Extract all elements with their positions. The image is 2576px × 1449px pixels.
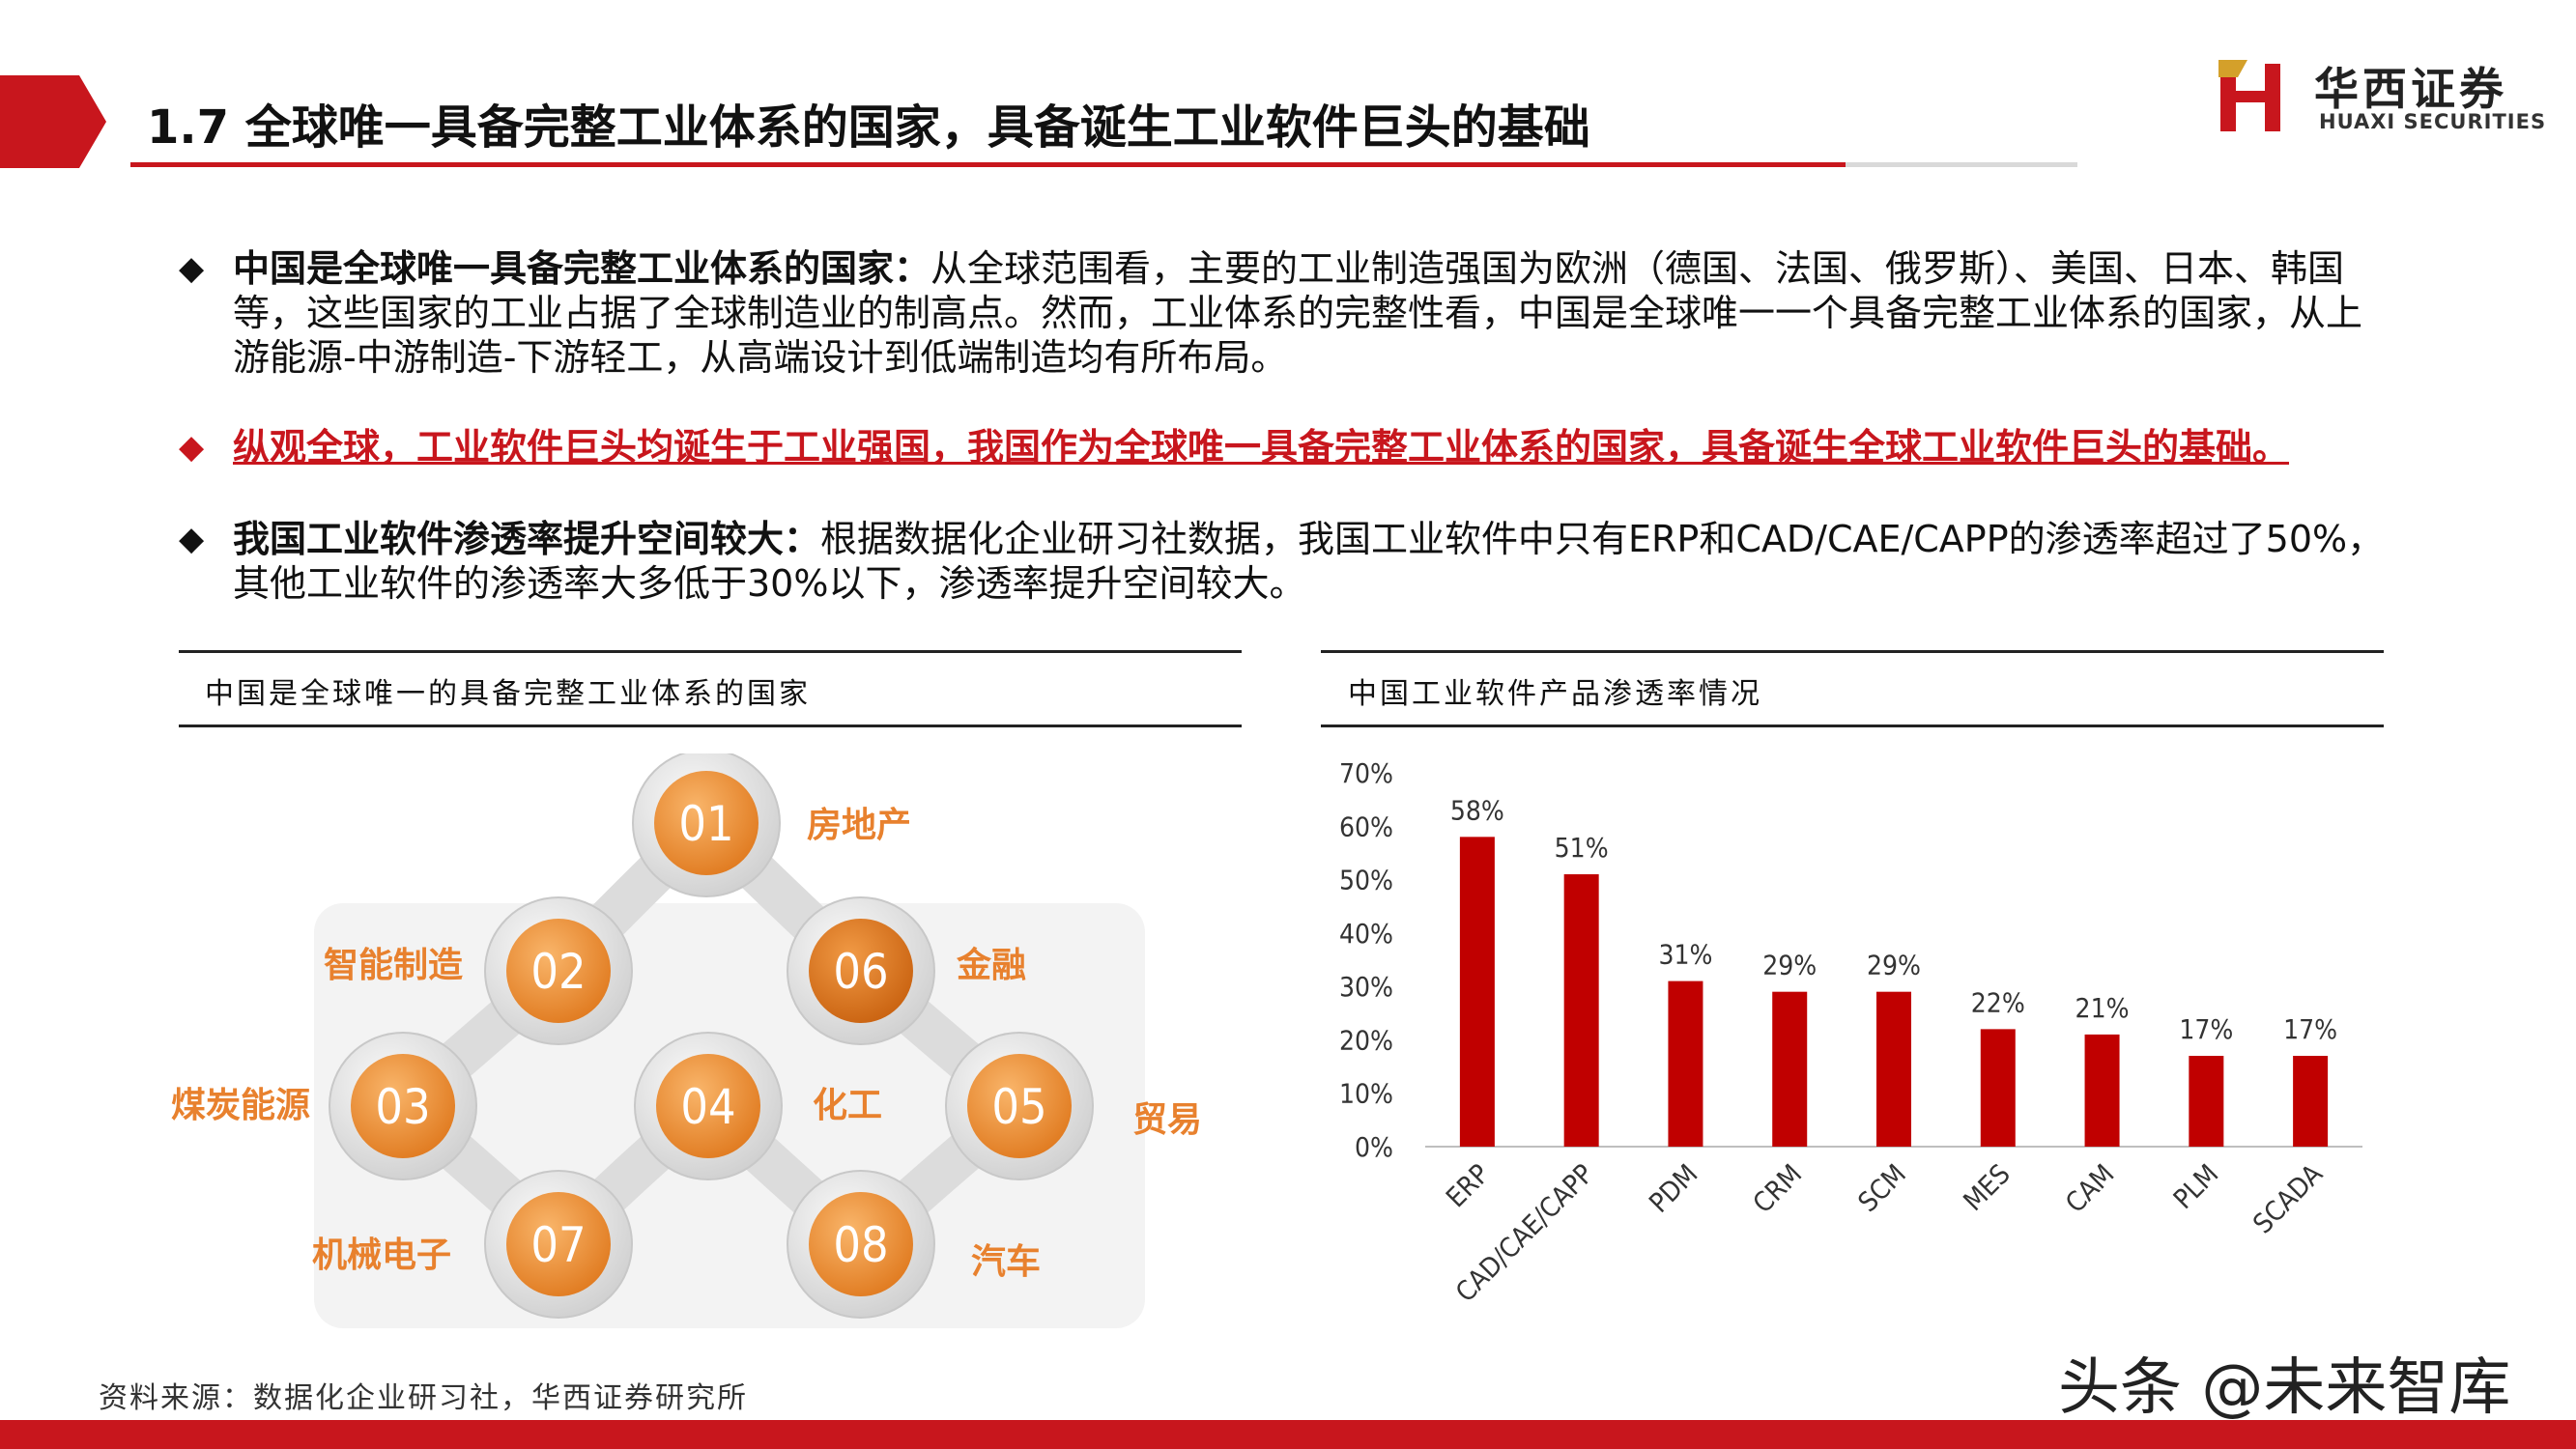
node-07: 07 [484, 1170, 633, 1319]
node-01: 01 [632, 749, 781, 897]
y-tick-label: 40% [1339, 918, 1393, 950]
data-label: 31% [1658, 939, 1712, 971]
node-label-06: 金融 [957, 946, 1027, 985]
y-tick-label: 50% [1339, 865, 1393, 896]
x-tick-label: SCADA [2247, 1157, 2329, 1239]
industry-diagram: 01 02 03 04 05 06 07 08 房地产 智能制造 煤炭能源 化工 贸易 金融 … [169, 749, 1242, 1343]
left-panel-title: 中国是全球唯一的具备完整工业体系的国家 [205, 677, 811, 711]
node-08: 08 [787, 1170, 935, 1319]
node-04: 04 [634, 1032, 783, 1180]
huaxi-logo-icon [2218, 60, 2280, 131]
data-label: 51% [1555, 832, 1609, 864]
node-number: 04 [680, 1079, 735, 1135]
panel-top-rule [1321, 650, 2384, 653]
node-disc [656, 1054, 760, 1158]
node-label-07: 机械电子 [312, 1236, 452, 1275]
x-tick-label: CRM [1747, 1158, 1809, 1220]
data-label: 22% [1971, 986, 2025, 1018]
bullet-heading: 我国工业软件渗透率提升空间较大： [233, 518, 821, 560]
node-disc [654, 771, 758, 875]
y-tick-label: 30% [1339, 971, 1393, 1003]
header-accent-tab [0, 75, 79, 168]
x-tick-label: SCM [1851, 1158, 1911, 1218]
bar-scm [1876, 991, 1911, 1147]
panel-top-rule [179, 650, 1242, 653]
x-tick-label: PLM [2167, 1158, 2224, 1215]
node-02: 02 [484, 896, 633, 1045]
panel-bottom-rule [179, 724, 1242, 727]
logo-text-cn: 华西证券 [2314, 63, 2507, 115]
bar-erp [1459, 837, 1495, 1147]
node-number: 06 [833, 944, 888, 1000]
node-05: 05 [945, 1032, 1094, 1180]
node-disc [967, 1054, 1072, 1158]
watermark: 头条 @未来智库 [2058, 1352, 2511, 1424]
data-label: 21% [2075, 992, 2130, 1024]
node-06: 06 [787, 896, 935, 1045]
y-tick-label: 60% [1339, 810, 1393, 842]
bar-pdm [1668, 980, 1703, 1147]
node-disc [506, 919, 611, 1023]
diamond-bullet-icon: ◆ [179, 428, 205, 467]
x-tick-label: CAM [2059, 1158, 2120, 1219]
bullet-heading: 中国是全球唯一具备完整工业体系的国家： [233, 247, 931, 290]
data-label: 29% [1867, 950, 1921, 981]
node-disc [506, 1192, 611, 1296]
node-number: 03 [375, 1079, 430, 1135]
node-number: 02 [530, 944, 586, 1000]
node-label-08: 汽车 [971, 1242, 1042, 1282]
page-title: 1.7 全球唯一具备完整工业体系的国家，具备诞生工业软件巨头的基础 [147, 100, 1590, 155]
node-number: 08 [833, 1217, 888, 1273]
bullet-item: ◆ 我国工业软件渗透率提升空间较大：根据数据化企业研习社数据，我国工业软件中只有… [179, 517, 2391, 606]
node-disc [809, 919, 913, 1023]
node-label-03: 煤炭能源 [171, 1086, 311, 1125]
bar-mes [1980, 1029, 2016, 1147]
diamond-bullet-icon: ◆ [179, 520, 205, 558]
panel-bottom-rule [1321, 724, 2384, 727]
node-label-02: 智能制造 [324, 946, 464, 985]
right-panel-title: 中国工业软件产品渗透率情况 [1348, 677, 1762, 711]
header-rule-grey [1846, 162, 2077, 167]
y-tick-label: 20% [1339, 1024, 1393, 1056]
bar-scada [2293, 1056, 2329, 1147]
node-label-05: 贸易 [1132, 1100, 1203, 1140]
bullet-text: 从全球范围看，主要的工业制造强国为欧洲（德国、法国、俄罗斯）、美国、日本、韩国等… [233, 247, 2363, 379]
bullet-item-highlight: ◆ 纵观全球，工业软件巨头均诞生于工业强国，我国作为全球唯一具备完整工业体系的国… [179, 425, 2391, 469]
data-label: 17% [2179, 1013, 2233, 1045]
node-label-01: 房地产 [807, 806, 912, 845]
data-label: 29% [1762, 950, 1817, 981]
y-tick-label: 70% [1339, 757, 1393, 789]
y-tick-label: 0% [1355, 1131, 1393, 1163]
bullet-item: ◆ 中国是全球唯一具备完整工业体系的国家：从全球范围看，主要的工业制造强国为欧洲… [179, 246, 2391, 380]
node-number: 05 [991, 1079, 1046, 1135]
node-disc [809, 1192, 913, 1296]
header-rule [130, 162, 1846, 167]
data-label: 58% [1450, 794, 1504, 826]
data-label: 17% [2283, 1013, 2337, 1045]
source-note: 资料来源：数据化企业研习社，华西证券研究所 [99, 1381, 748, 1415]
bar-plm [2189, 1056, 2224, 1147]
node-number: 07 [530, 1217, 586, 1273]
footer-bar [0, 1420, 2576, 1449]
x-tick-label: PDM [1643, 1158, 1703, 1219]
y-tick-label: 10% [1339, 1078, 1393, 1110]
header-accent-arrow [79, 75, 106, 168]
node-number: 01 [678, 796, 733, 852]
bullet-text: 纵观全球，工业软件巨头均诞生于工业强国，我国作为全球唯一具备完整工业体系的国家，… [233, 426, 2290, 469]
node-label-04: 化工 [813, 1086, 883, 1125]
bar-cad-cae-capp [1563, 874, 1599, 1147]
industry-network: 01 02 03 04 05 06 07 08 [314, 749, 1145, 1328]
x-tick-label: MES [1957, 1158, 2016, 1217]
bar-crm [1772, 991, 1808, 1147]
bullet-text: 根据数据化企业研习社数据，我国工业软件中只有ERP和CAD/CAE/CAPP的渗… [233, 518, 2385, 605]
node-disc [351, 1054, 455, 1158]
logo-text-en: HUAXI SECURITIES [2319, 110, 2547, 133]
chart-svg: 0%10%20%30%40%50%60%70%58%ERP51%CAD/CAE/… [1339, 757, 2362, 1308]
penetration-bar-chart: 0% 10% 20% 30% 40% 50% 60% 70% 58% ERP 51% CAD/CAE/… [1324, 749, 2387, 1367]
x-tick-label: ERP [1440, 1158, 1496, 1214]
diamond-bullet-icon: ◆ [179, 249, 205, 288]
node-03: 03 [329, 1032, 477, 1180]
bar-cam [2084, 1034, 2120, 1147]
